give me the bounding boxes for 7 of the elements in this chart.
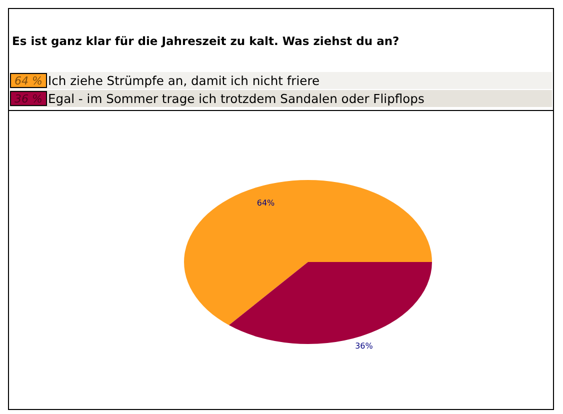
- text: 64 %: [14, 74, 42, 88]
- chart-title: Es ist ganz klar für die Jahreszeit zu kalt. Was ziehst du an?: [12, 34, 400, 48]
- legend-label: Egal - im Sommer trage ich trotzdem Sandalen oder Flipflops: [48, 92, 424, 106]
- data-label: 64%: [256, 198, 276, 208]
- legend-label: Ich ziehe Strümpfe an, damit ich nicht friere: [48, 74, 320, 88]
- data-label: 36%: [355, 342, 374, 351]
- text: 36 %: [14, 92, 42, 106]
